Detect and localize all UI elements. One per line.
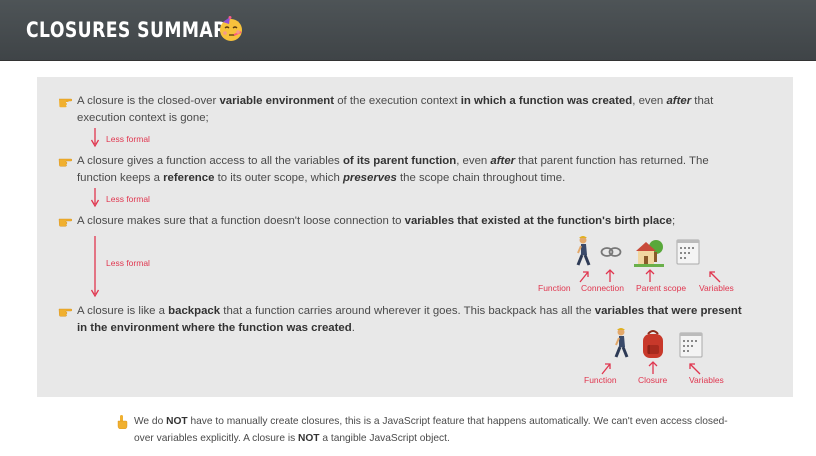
pointing-hand-icon	[58, 308, 72, 317]
bullet-4-text: A closure is like a backpack that a func…	[77, 305, 742, 334]
bullet-3-text: A closure makes sure that a function doe…	[77, 215, 676, 227]
bullet-1-text: A closure is the closed-over variable en…	[77, 95, 714, 124]
page-title: CLOSURES SUMMARY	[26, 18, 239, 42]
house-icon	[634, 240, 664, 267]
pointing-hand-icon	[58, 218, 72, 227]
diagram-1-label-function: Function	[538, 283, 571, 293]
footer-note: We do NOT have to manually create closur…	[116, 413, 736, 447]
diagram-2-label-variables: Variables	[689, 375, 724, 385]
less-formal-label: Less formal	[106, 134, 150, 144]
less-formal-label: Less formal	[106, 258, 150, 268]
pointing-up-icon	[117, 415, 128, 429]
down-arrow-icon	[90, 236, 100, 298]
less-formal-label: Less formal	[106, 194, 150, 204]
notepad-icon	[679, 332, 703, 358]
diagram-1-label-parent-scope: Parent scope	[636, 283, 687, 293]
notepad-icon	[676, 239, 700, 265]
person-walking-icon	[576, 236, 591, 266]
party-face-icon	[220, 16, 242, 41]
bullet-2: A closure gives a function access to all…	[58, 153, 748, 187]
header-bar: CLOSURES SUMMARY	[0, 0, 816, 61]
diagram-1-label-variables: Variables	[699, 283, 734, 293]
diagram-2-label-function: Function	[584, 375, 617, 385]
diagram-2-arrows	[601, 361, 701, 375]
pointing-hand-icon	[58, 158, 72, 167]
diagram-1-label-connection: Connection	[581, 283, 625, 293]
down-arrow-icon	[90, 188, 100, 208]
diagram-2-label-closure: Closure	[638, 375, 668, 385]
content-panel	[37, 77, 793, 397]
bullet-2-text: A closure gives a function access to all…	[77, 155, 709, 184]
down-arrow-icon	[90, 128, 100, 148]
backpack-icon	[643, 330, 663, 358]
bullet-1: A closure is the closed-over variable en…	[58, 93, 748, 127]
chain-link-icon	[600, 247, 622, 257]
footer-text: We do NOT have to manually create closur…	[134, 416, 728, 444]
pointing-hand-icon	[59, 98, 72, 108]
diagram-1-arrows	[579, 269, 721, 283]
person-walking-icon	[614, 328, 629, 358]
bullet-3: A closure makes sure that a function doe…	[58, 213, 748, 230]
bullet-4: A closure is like a backpack that a func…	[58, 303, 748, 337]
